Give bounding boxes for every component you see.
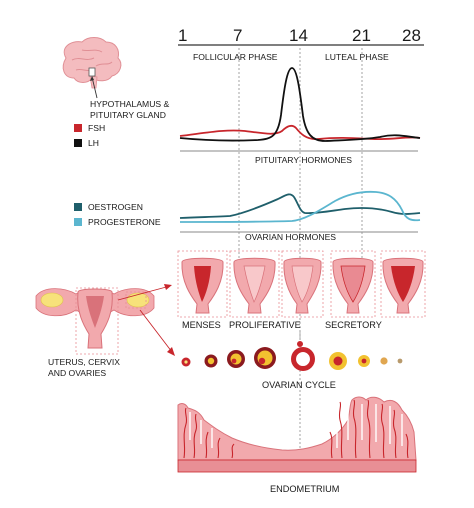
stage-label-proliferative: PROLIFERATIVE — [229, 320, 301, 330]
pituitary-hormones-title: PITUITARY HORMONES — [255, 155, 352, 165]
day-7-label: 7 — [233, 26, 242, 45]
pituitary-hormones-panel: FSH LH PITUITARY HORMONES — [74, 67, 421, 165]
lh-curve — [179, 67, 421, 142]
uterus-highlight-box — [75, 287, 119, 355]
uterus-pointer-arrowhead — [164, 284, 172, 290]
corpus-albicans — [380, 357, 388, 365]
organ-label-line2: AND OVARIES — [48, 368, 106, 378]
follicle-3-antrum — [230, 353, 242, 365]
ovarian-hormones-panel: OESTROGEN PROGESTERONE OVARIAN HORMONES — [74, 190, 421, 242]
ovarian-cycle-title: OVARIAN CYCLE — [262, 380, 336, 390]
follicle-1-oocyte — [184, 360, 188, 364]
lh-legend-label: LH — [88, 138, 99, 148]
ovary-pointer-arrowhead — [167, 347, 175, 356]
endometrium-glands — [189, 404, 403, 448]
day-21-label: 21 — [352, 26, 371, 45]
corpus-albicans-small — [397, 358, 403, 364]
fsh-legend-swatch — [74, 124, 82, 132]
uterus-stage-2-lining — [243, 265, 266, 303]
endometrium-tissue — [177, 396, 417, 461]
follicle-3-oocyte — [231, 358, 237, 364]
uterine-cavity — [86, 296, 104, 328]
pointer-arrowhead — [90, 76, 94, 81]
follicle-4-oocyte — [258, 357, 266, 365]
day-28-label: 28 — [402, 26, 421, 45]
released-oocyte — [297, 341, 303, 347]
uterus-stage-4-lining — [340, 265, 366, 303]
uterus-stage-3-frame — [281, 250, 324, 318]
endometrium-vessels — [183, 399, 409, 459]
fsh-legend-label: FSH — [88, 123, 105, 133]
day-14-label: 14 — [289, 26, 308, 45]
follicular-phase-label: FOLLICULAR PHASE — [193, 52, 278, 62]
day-1-label: 1 — [178, 26, 187, 45]
brain-folds — [71, 49, 113, 72]
uterus-stage-3-lining — [291, 265, 314, 303]
progesterone-curve — [179, 190, 421, 223]
uterus-stage-1-lining — [194, 266, 211, 302]
ovary-highlight-box — [125, 291, 147, 309]
pointer-line — [91, 76, 98, 99]
follicle-2-core — [207, 357, 215, 365]
corpus-luteum-regressing-center — [361, 358, 367, 364]
corpus-luteum-center — [333, 356, 343, 366]
oestrogen-legend-swatch — [74, 203, 82, 211]
brain-icon — [62, 37, 122, 83]
endometrium-title: ENDOMETRIUM — [270, 484, 339, 494]
ovulation-rupture — [296, 352, 311, 367]
stage-label-secretory: SECRETORY — [325, 320, 382, 330]
uterus-stage-5-frame — [380, 250, 426, 318]
organ-label-line1: UTERUS, CERVIX — [48, 357, 120, 367]
progesterone-legend-swatch — [74, 218, 82, 226]
uterus-ovaries-illustration: UTERUS, CERVIX AND OVARIES — [35, 284, 175, 378]
uterus-stage-4-frame — [330, 250, 376, 318]
uterus-stage-1-frame — [177, 250, 228, 318]
brain-label-line2: PITUITARY GLAND — [90, 110, 166, 120]
oestrogen-legend-label: OESTROGEN — [88, 202, 143, 212]
ovary-pointer — [139, 309, 173, 353]
uterus-stage-2-frame — [229, 250, 280, 318]
endometrium-panel: ENDOMETRIUM — [177, 396, 417, 494]
lh-legend-swatch — [74, 139, 82, 147]
brain-label-line1: HYPOTHALAMUS & — [90, 99, 170, 109]
ovarian-cycle-follicles: OVARIAN CYCLE — [181, 331, 403, 390]
endometrium-basal-layer — [177, 459, 417, 473]
pituitary-marker — [88, 67, 96, 77]
ovarian-hormones-title: OVARIAN HORMONES — [245, 232, 336, 242]
day-axis: 1 7 14 21 28 FOLLICULAR PHASE LUTEAL PHA… — [178, 26, 424, 62]
uterus-pointer — [117, 285, 171, 301]
progesterone-legend-label: PROGESTERONE — [88, 217, 161, 227]
oestrogen-curve — [179, 193, 421, 219]
stage-label-menses: MENSES — [182, 320, 221, 330]
left-ovary — [40, 292, 64, 308]
uterus-stage-5-lining — [391, 266, 415, 302]
luteal-phase-label: LUTEAL PHASE — [325, 52, 389, 62]
brain-illustration: HYPOTHALAMUS & PITUITARY GLAND — [62, 37, 170, 120]
uterus-stages: MENSES PROLIFERATIVE SECRETORY — [177, 250, 426, 330]
